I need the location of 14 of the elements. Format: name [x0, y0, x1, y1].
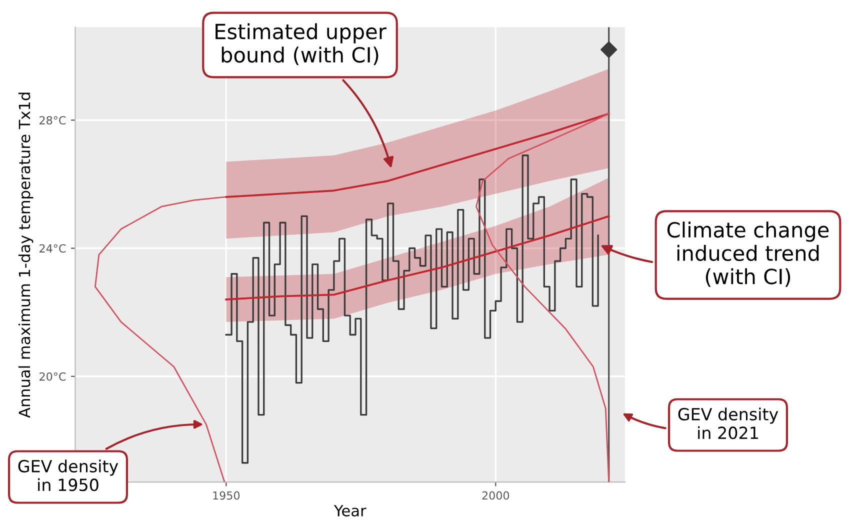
line-series	[225, 215, 610, 300]
annotation: GEV density in 1950	[18, 460, 118, 492]
x-tick-label: 1950	[213, 491, 240, 500]
text: Climate change induced trend (with CI)	[667, 222, 829, 287]
y-axis-title: Annual maximum 1-day temperature Tx1d	[18, 92, 34, 418]
y-tick-label: 20°C	[40, 372, 66, 381]
text: GEV density in 2021	[678, 408, 778, 440]
y-tick-label: 24°C	[40, 244, 66, 253]
y-tick-label: 28°C	[40, 116, 66, 125]
x-tick-label: 2000	[482, 491, 510, 500]
line-series	[476, 113, 610, 482]
x-axis-title: Year	[334, 505, 366, 516]
line-series	[225, 112, 610, 198]
annotation: Estimated upper bound (with CI)	[216, 23, 386, 66]
